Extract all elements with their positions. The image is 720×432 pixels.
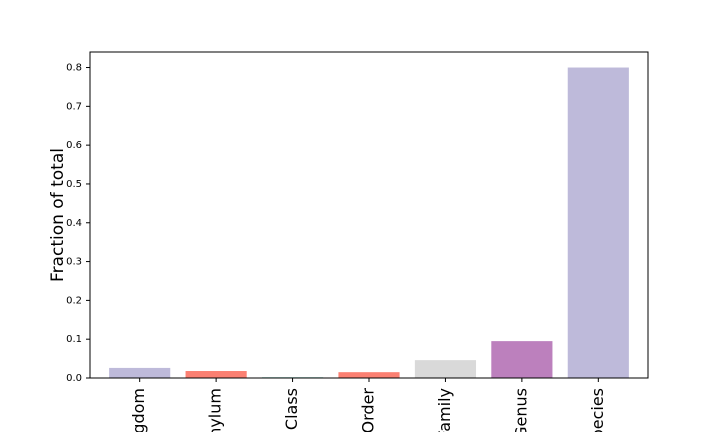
x-tick-label: Order: [359, 388, 378, 432]
y-axis-label: Fraction of total: [48, 148, 68, 282]
x-tick-label: Family: [435, 388, 454, 432]
x-tick-label: Phylum: [206, 388, 225, 432]
y-tick-label: 0.2: [66, 295, 82, 306]
y-tick-label: 0.3: [66, 257, 82, 268]
bar: [414, 360, 477, 378]
x-tick-label: Genus: [511, 388, 530, 432]
y-tick-label: 0.1: [66, 334, 82, 345]
bar: [185, 371, 247, 378]
y-tick-label: 0.4: [66, 218, 82, 229]
y-tick-label: 0.6: [66, 140, 82, 151]
y-tick-label: 0.8: [66, 63, 82, 74]
x-tick-label: Class: [282, 388, 301, 430]
x-tick-label: Kingdom: [129, 388, 148, 432]
bar: [338, 372, 400, 378]
bar: [109, 367, 171, 378]
y-tick-label: 0.5: [66, 179, 82, 190]
y-tick-label: 0.0: [66, 373, 82, 384]
plot-frame: [89, 51, 649, 379]
y-tick-label: 0.7: [66, 101, 82, 112]
bar: [491, 341, 553, 378]
x-tick-label: Species: [588, 388, 607, 432]
bar: [567, 67, 629, 379]
